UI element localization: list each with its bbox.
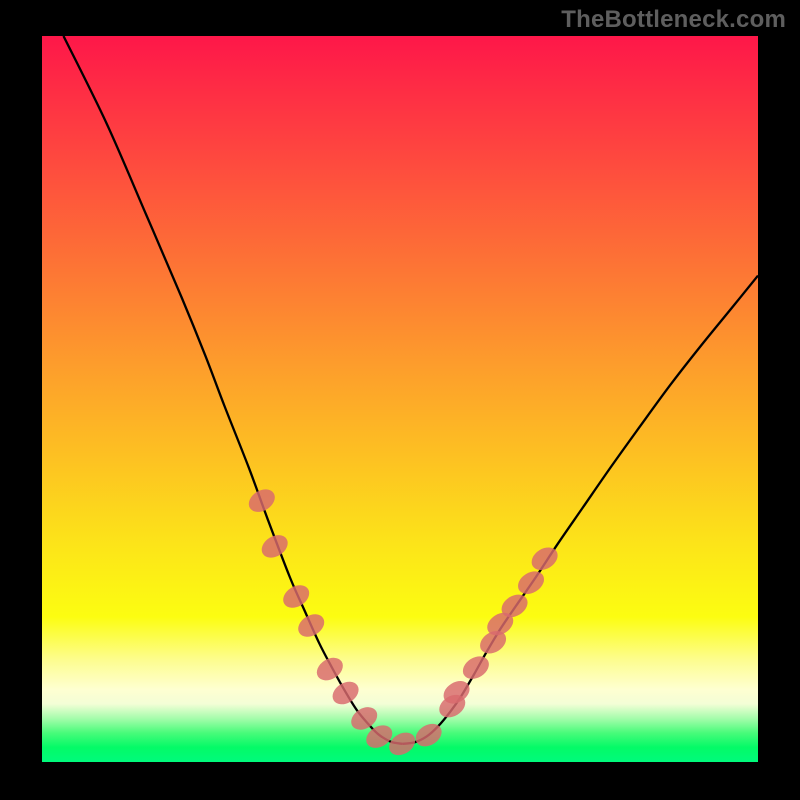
chart-container: { "watermark_text": "TheBottleneck.com",… [0, 0, 800, 800]
watermark-text: TheBottleneck.com [561, 6, 786, 34]
bottleneck-chart [0, 0, 800, 800]
gradient-background [42, 36, 758, 762]
